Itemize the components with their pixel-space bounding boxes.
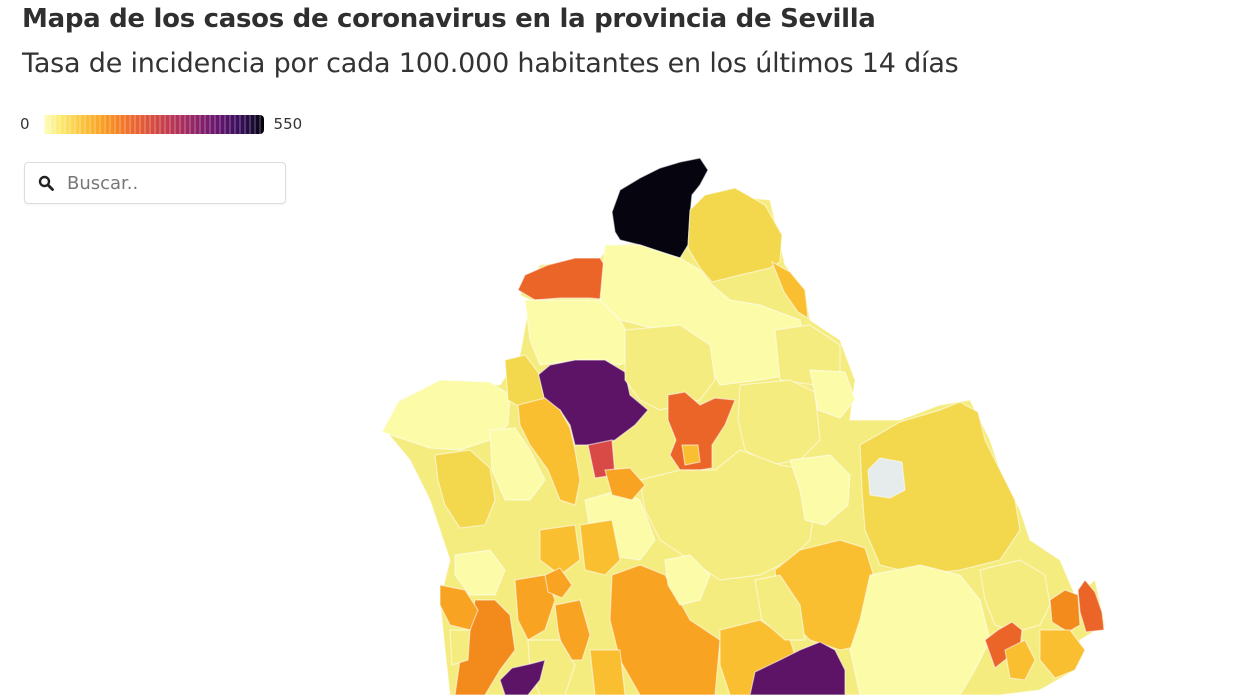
map-region[interactable] [624, 324, 716, 411]
map-region[interactable] [517, 257, 611, 301]
map-region[interactable] [789, 454, 851, 526]
legend-min-label: 0 [20, 115, 30, 133]
map-region[interactable] [517, 397, 581, 506]
legend-colorbar [43, 114, 264, 134]
map-region[interactable] [979, 559, 1051, 633]
map-region[interactable] [1004, 639, 1036, 681]
map-region[interactable] [681, 444, 701, 466]
map-region[interactable] [554, 599, 591, 661]
map-region[interactable] [434, 449, 496, 529]
map-region[interactable] [849, 564, 991, 695]
map-region[interactable] [859, 401, 1021, 576]
map-region[interactable] [524, 299, 641, 366]
map-region-no-data[interactable] [867, 457, 906, 499]
map-region[interactable] [770, 260, 809, 320]
map-region[interactable] [589, 649, 626, 695]
color-legend: 0 550 [20, 113, 302, 135]
map-region[interactable] [664, 554, 711, 606]
map-region[interactable] [639, 449, 816, 581]
search-box[interactable] [24, 162, 286, 204]
map-region[interactable] [1039, 629, 1086, 679]
map-region[interactable] [609, 564, 721, 695]
map-region[interactable] [381, 379, 511, 451]
map-region[interactable] [984, 621, 1023, 669]
legend-max-label: 550 [273, 115, 303, 133]
map-region[interactable] [489, 427, 546, 501]
page-subtitle: Tasa de incidencia por cada 100.000 habi… [22, 48, 959, 79]
map-region[interactable] [737, 379, 821, 466]
map-region[interactable] [1077, 579, 1105, 633]
map-region[interactable] [449, 629, 471, 666]
map-region[interactable] [539, 524, 581, 576]
search-input[interactable] [65, 171, 259, 195]
map-region[interactable] [544, 567, 573, 599]
page-title: Mapa de los casos de coronavirus en la p… [22, 4, 876, 34]
map-region[interactable] [809, 369, 856, 419]
search-icon [38, 175, 54, 191]
map-region[interactable] [1049, 589, 1081, 633]
map-region[interactable] [604, 467, 646, 501]
map-region[interactable] [579, 519, 621, 576]
map-region[interactable] [754, 574, 806, 641]
map-region[interactable] [454, 549, 506, 596]
map-region-extreme[interactable] [499, 659, 546, 695]
map-region-extreme[interactable] [749, 641, 846, 695]
